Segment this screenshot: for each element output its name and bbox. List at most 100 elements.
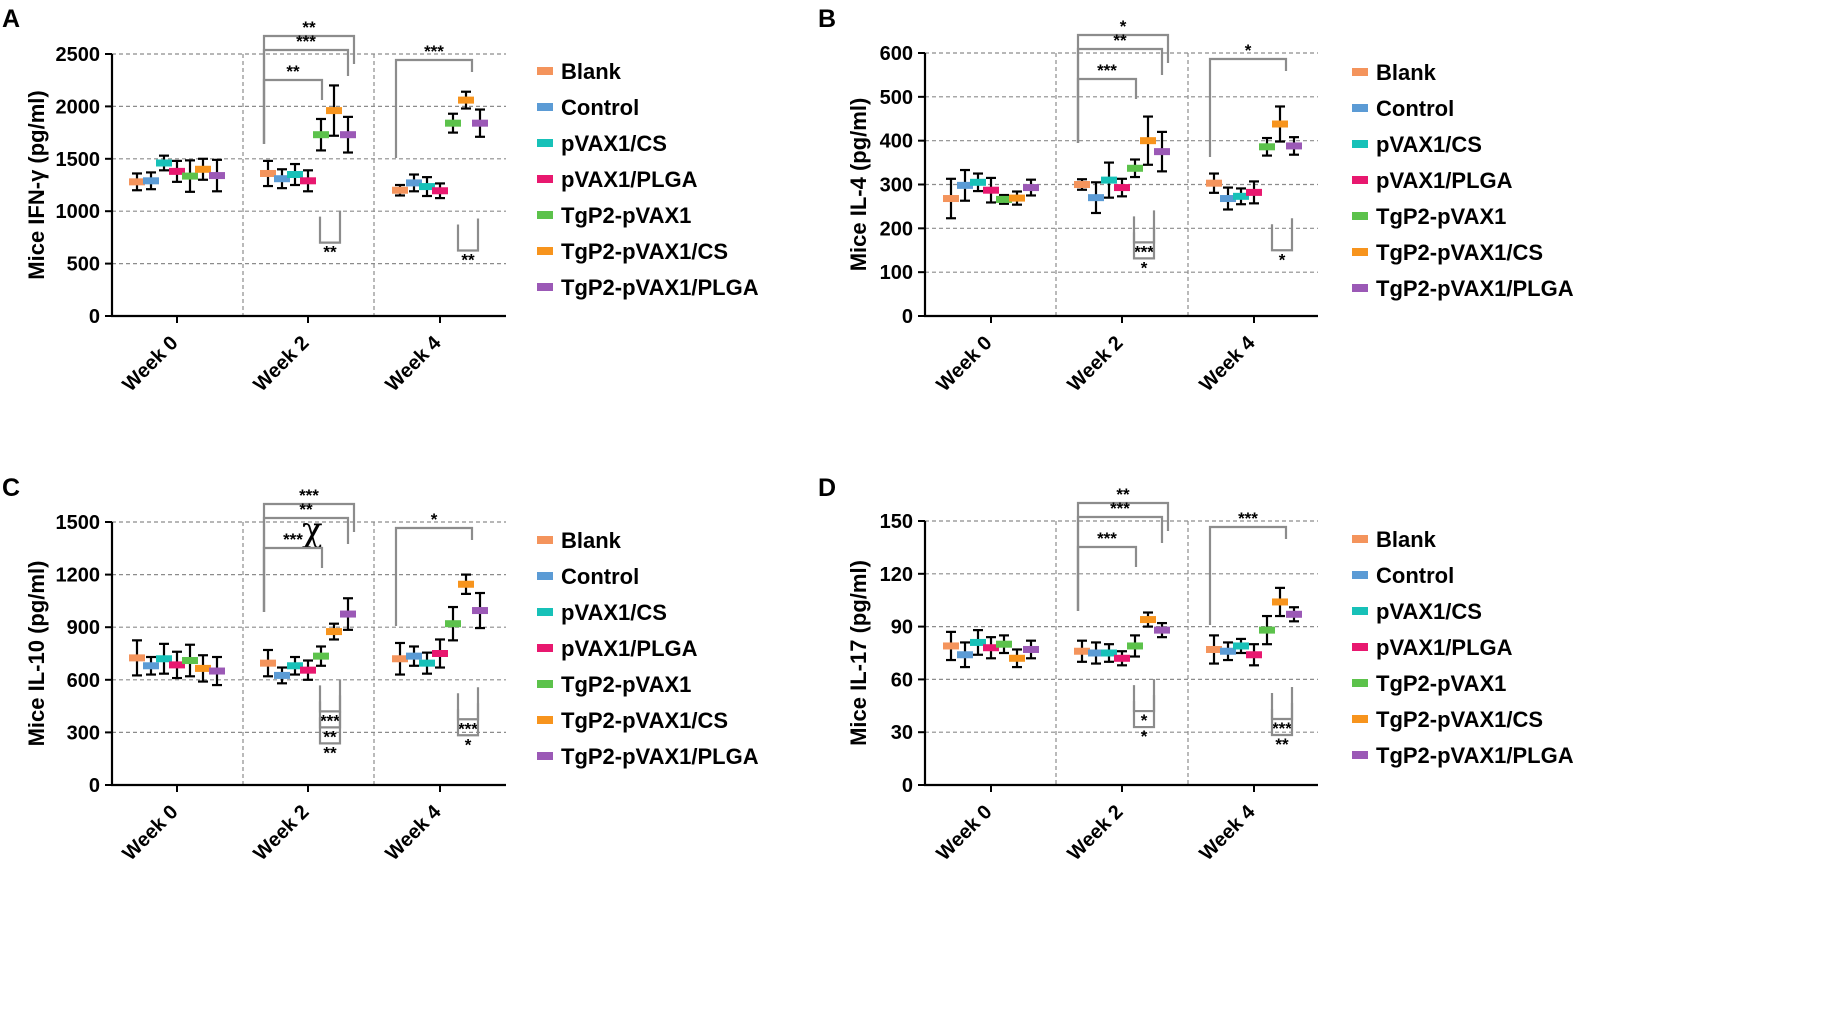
mean-marker [432,650,448,657]
mean-marker [1088,649,1104,657]
legend-swatch [537,752,553,760]
mean-marker [182,657,198,665]
mean-marker [326,628,342,636]
legend-label: pVAX1/CS [561,600,667,625]
y-tick-label: 1000 [56,201,101,223]
mean-marker [287,662,303,670]
mean-marker [274,175,290,183]
mean-marker [1127,164,1143,172]
legend-label: TgP2-pVAX1 [1376,671,1506,696]
legend-swatch [1352,284,1368,292]
significance-bracket [262,546,324,612]
legend-label: pVAX1/CS [561,131,667,156]
mean-marker [970,638,986,646]
y-tick-label: 150 [880,511,913,533]
legend-label: Control [561,564,639,589]
legend-label: Control [1376,96,1454,121]
legend-swatch [537,536,553,544]
mean-marker [209,172,225,180]
legend-label: TgP2-pVAX1/PLGA [1376,276,1574,301]
significance-label: ** [286,62,300,81]
significance-label: *** [424,42,444,61]
y-tick-label: 500 [880,87,913,109]
mean-marker [1101,176,1117,184]
legend-swatch [537,139,553,147]
mean-marker [419,659,435,667]
mean-marker [943,642,959,650]
x-tick-label: Week 2 [1063,332,1127,396]
mean-marker [1074,647,1090,655]
legend-swatch [537,608,553,616]
legend-swatch [537,247,553,255]
y-tick-label: 90 [891,617,913,639]
y-tick-label: 600 [880,43,913,65]
mean-marker [1259,143,1275,151]
mean-marker [1140,616,1156,624]
significance-label: ** [1113,31,1127,50]
legend-label: pVAX1/PLGA [1376,635,1513,660]
mean-marker [1246,188,1262,196]
mean-marker [432,187,448,195]
significance-bracket [1208,525,1288,625]
significance-label: * [1141,711,1148,730]
mean-marker [996,640,1012,648]
mean-marker [340,610,356,618]
legend-label: TgP2-pVAX1/PLGA [561,744,759,769]
mean-marker [1088,194,1104,202]
mean-marker [445,620,461,628]
legend-swatch [537,680,553,688]
significance-label: *** [458,719,478,738]
significance-label: ** [1116,485,1130,504]
mean-marker [1154,148,1170,156]
mean-marker [392,655,408,663]
mean-marker [472,607,488,615]
x-tick-label: Week 0 [932,332,996,396]
significance-bracket [1132,210,1156,244]
x-tick-label: Week 4 [381,331,446,396]
legend-swatch [537,572,553,580]
panel-c: C 0 300 600 900 1200 1500 Mice IL-10 (pg/ml) Wee… [2,474,759,865]
mean-marker [300,177,316,185]
mean-marker [209,667,225,675]
panel-letter: B [818,5,836,33]
significance-bracket [1270,703,1294,737]
panel-d: D 0 30 60 90 120 150 Mice IL-17 (pg/ml) Week 0 We… [818,474,1574,865]
significance-label: ** [323,743,337,762]
mean-marker [1286,142,1302,150]
y-tick-label: 1200 [56,565,101,587]
significance-label: * [1120,17,1127,36]
legend-label: pVAX1/CS [1376,599,1482,624]
mean-marker [169,167,185,175]
legend-label: Control [561,95,639,120]
mean-marker [392,186,408,194]
x-tick-label: Week 0 [932,801,996,865]
significance-label: *** [1097,61,1117,80]
mean-marker [957,181,973,189]
legend-swatch [1352,176,1368,184]
legend-swatch [537,67,553,75]
legend-swatch [1352,140,1368,148]
y-tick-label: 300 [67,722,100,744]
significance-label: * [1279,250,1286,269]
mean-marker [1023,184,1039,192]
legend-swatch [537,175,553,183]
mean-marker [313,131,329,139]
mean-marker [143,662,159,670]
legend-swatch [537,644,553,652]
legend-label: Blank [561,59,622,84]
significance-bracket [394,58,474,158]
mean-marker [1220,195,1236,203]
mean-marker [195,664,211,672]
x-tick-label: Week 4 [381,800,446,865]
y-axis-label: Mice IL-10 (pg/ml) [24,561,49,747]
legend-swatch [1352,212,1368,220]
x-tick-label: Week 2 [249,332,313,396]
legend-swatch [1352,607,1368,615]
significance-label: ** [299,500,313,519]
mean-marker [983,644,999,652]
mean-marker [419,183,435,191]
y-tick-label: 300 [880,175,913,197]
y-tick-label: 600 [67,670,100,692]
significance-label: *** [1097,529,1117,548]
mean-marker [313,652,329,660]
